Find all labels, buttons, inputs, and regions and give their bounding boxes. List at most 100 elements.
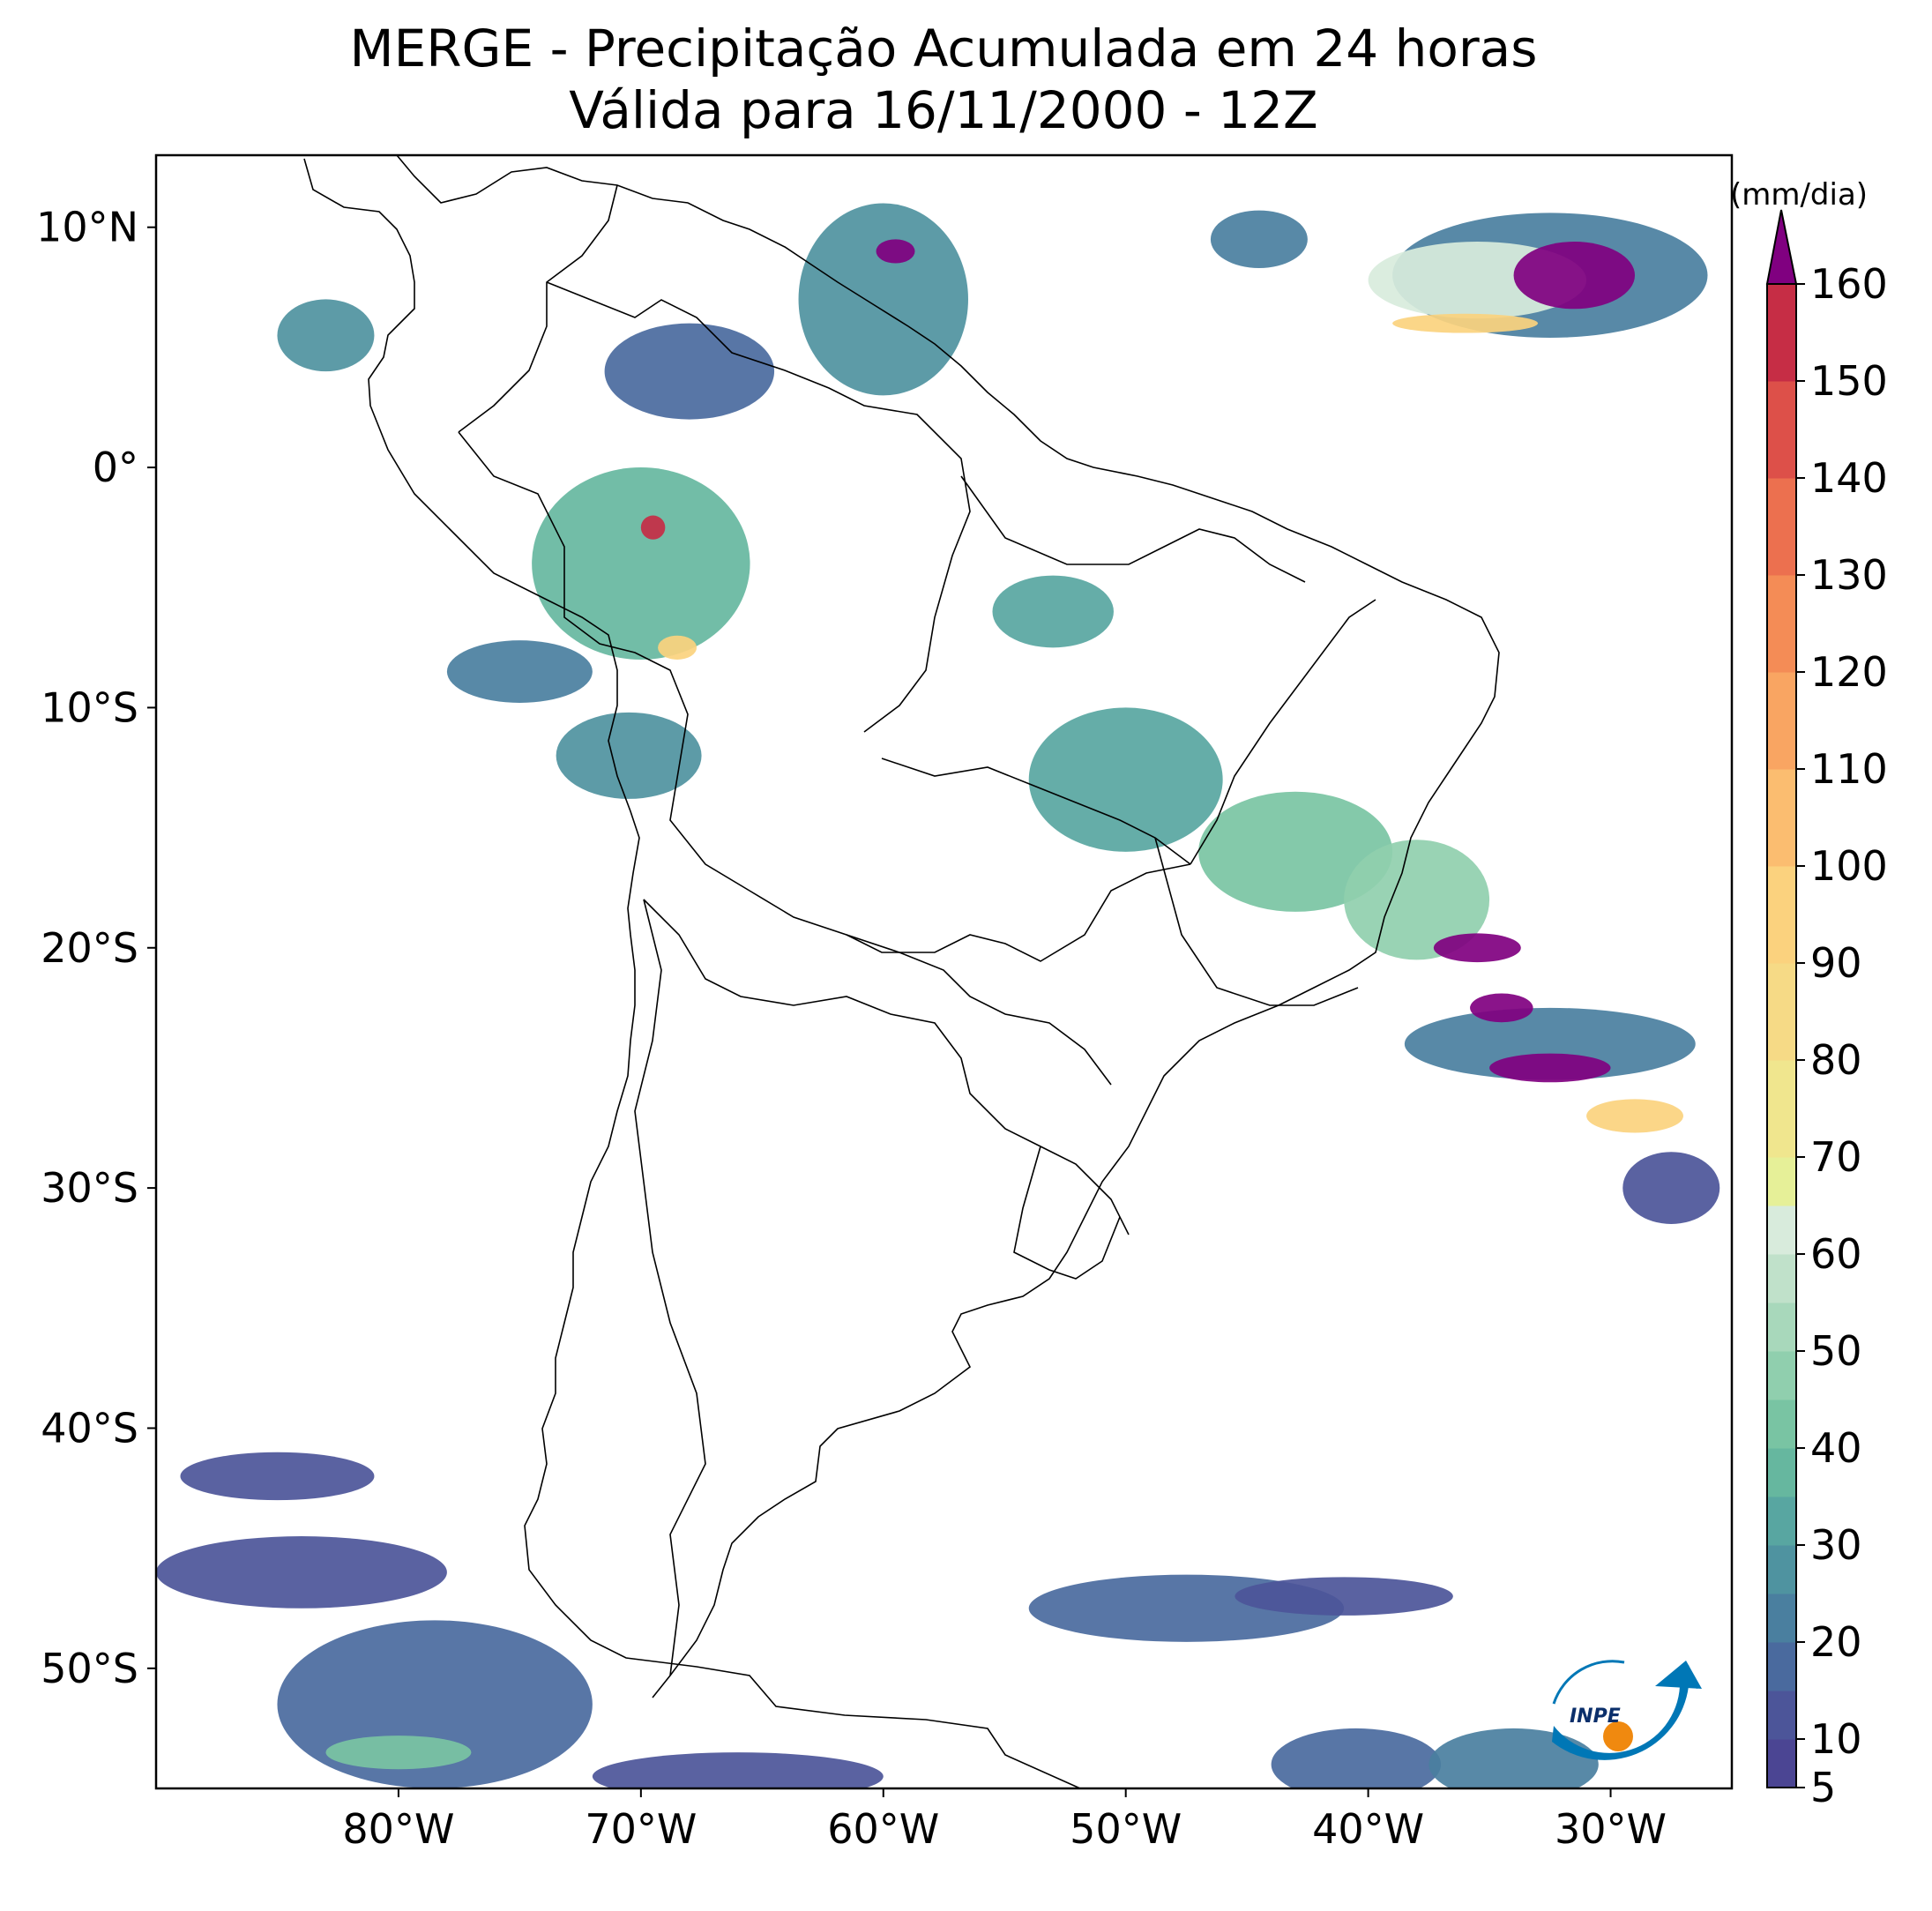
colorbar-bin — [1767, 284, 1796, 382]
colorbar-tick-label: 10 — [1810, 1715, 1862, 1763]
colorbar-bin — [1767, 1060, 1796, 1158]
precip-area — [1404, 1007, 1696, 1080]
map-title: MERGE - Precipitação Acumulada em 24 hor… — [349, 19, 1538, 78]
precip-area — [798, 203, 968, 396]
precip-area — [658, 635, 697, 660]
colorbar-bin — [1767, 478, 1796, 576]
colorbar-bin — [1767, 672, 1796, 770]
precip-area — [876, 239, 915, 264]
precip-area — [992, 575, 1114, 648]
lon-tick-label: 60°W — [827, 1805, 939, 1853]
colorbar-tick-label: 30 — [1810, 1521, 1862, 1569]
border-c — [458, 431, 1112, 1086]
colorbar-extend-arrow — [1765, 209, 1798, 285]
logo-swoosh — [1552, 1665, 1697, 1760]
colorbar-tick-label: 160 — [1810, 260, 1888, 308]
colorbar-bin — [1767, 1254, 1796, 1303]
longitude-axis: 80°W 70°W 60°W 50°W 40°W 30°W — [342, 1788, 1667, 1853]
colorbar-unit-label: (mm/dia) — [1730, 177, 1868, 213]
colorbar-bin — [1767, 381, 1796, 479]
colorbar-tick-label: 150 — [1810, 357, 1888, 405]
colorbar: 510 20 30 40 50 60 70 80 90 100 110 120 130 140 150 160… — [1730, 177, 1888, 1811]
precip-area — [1210, 210, 1308, 269]
precip-area — [1028, 707, 1223, 852]
precip-area — [1470, 993, 1533, 1023]
colorbar-tick-label: 110 — [1810, 745, 1888, 793]
colorbar-bin — [1767, 1351, 1796, 1400]
colorbar-tick-label: 5 — [1810, 1764, 1836, 1811]
border-a — [458, 184, 618, 433]
colorbar-tick-label: 20 — [1810, 1618, 1862, 1666]
country-borders — [303, 155, 1500, 1788]
lat-tick-label: 40°S — [41, 1404, 138, 1452]
lon-tick-label: 70°W — [585, 1805, 697, 1853]
lon-tick-label: 40°W — [1312, 1805, 1424, 1853]
colorbar-bin — [1767, 1157, 1796, 1206]
colorbar-bin — [1767, 1545, 1796, 1594]
colorbar-tick-label: 50 — [1810, 1327, 1862, 1375]
logo-text: INPE — [1570, 1706, 1621, 1728]
colorbar-bin — [1767, 1739, 1796, 1788]
precip-area — [556, 712, 702, 799]
colorbar-tick-label: 60 — [1810, 1230, 1862, 1278]
precip-area — [156, 1536, 447, 1609]
lat-tick-label: 20°S — [41, 924, 138, 972]
colorbar-tick-label: 80 — [1810, 1036, 1862, 1084]
latitude-axis: 10°N 0° 10°S 20°S 30°S 40°S 50°S — [36, 204, 156, 1692]
colorbar-tick-label: 120 — [1810, 648, 1888, 696]
precip-area — [532, 467, 750, 660]
colorbar-bin — [1767, 1400, 1796, 1449]
map-plot-frame — [154, 153, 1734, 1790]
precip-area — [640, 515, 666, 540]
lat-tick-label: 0° — [93, 444, 138, 491]
colorbar-tick-label: 100 — [1810, 842, 1888, 890]
border-i — [1013, 1146, 1121, 1280]
colorbar-bin — [1767, 1206, 1796, 1255]
precip-area — [180, 1452, 375, 1501]
lat-tick-label: 10°N — [36, 204, 138, 251]
precip-area — [592, 1752, 884, 1788]
inpe-logo: INPE — [1552, 1660, 1702, 1760]
colorbar-tick-label: 140 — [1810, 454, 1888, 502]
colorbar-bin — [1767, 1594, 1796, 1643]
border-e — [634, 899, 706, 1676]
colorbar-bin — [1767, 866, 1796, 964]
colorbar-bin — [1767, 963, 1796, 1061]
colorbar-bin — [1767, 575, 1796, 673]
lon-tick-label: 50°W — [1070, 1805, 1182, 1853]
logo-ring — [1552, 1660, 1625, 1705]
precip-area — [277, 299, 375, 372]
precip-area — [325, 1736, 472, 1770]
precip-area — [1586, 1099, 1684, 1133]
precip-area — [1392, 313, 1539, 333]
precip-area — [1489, 1053, 1611, 1083]
colorbar-bin — [1767, 769, 1796, 867]
colorbar-frame — [1766, 283, 1797, 1788]
lat-tick-label: 50°S — [41, 1645, 138, 1692]
colorbar-tick-label: 70 — [1810, 1133, 1862, 1181]
precip-area — [1271, 1728, 1442, 1788]
lat-tick-label: 30°S — [41, 1164, 138, 1212]
map-subtitle: Válida para 16/11/2000 - 12Z — [569, 80, 1318, 140]
colorbar-bin — [1767, 1303, 1796, 1352]
border-j — [881, 758, 1191, 865]
border-k — [1154, 837, 1359, 1006]
border-d — [643, 899, 1130, 1235]
logo-sun — [1603, 1721, 1633, 1751]
border-f — [846, 863, 1191, 962]
lon-tick-label: 80°W — [342, 1805, 454, 1853]
colorbar-tick-label: 90 — [1810, 939, 1862, 987]
colorbar-tick-label: 130 — [1810, 551, 1888, 599]
colorbar-bin — [1767, 1448, 1796, 1497]
precip-area — [1198, 791, 1393, 912]
precip-area — [1433, 933, 1521, 963]
precip-area — [1622, 1152, 1720, 1224]
colorbar-bin — [1767, 1642, 1796, 1691]
border-h — [960, 475, 1306, 583]
precip-area — [1428, 1728, 1599, 1788]
precip-area — [446, 640, 593, 703]
precip-area — [1344, 840, 1490, 960]
colorbar-bin — [1767, 1691, 1796, 1740]
lat-tick-label: 10°S — [41, 683, 138, 731]
